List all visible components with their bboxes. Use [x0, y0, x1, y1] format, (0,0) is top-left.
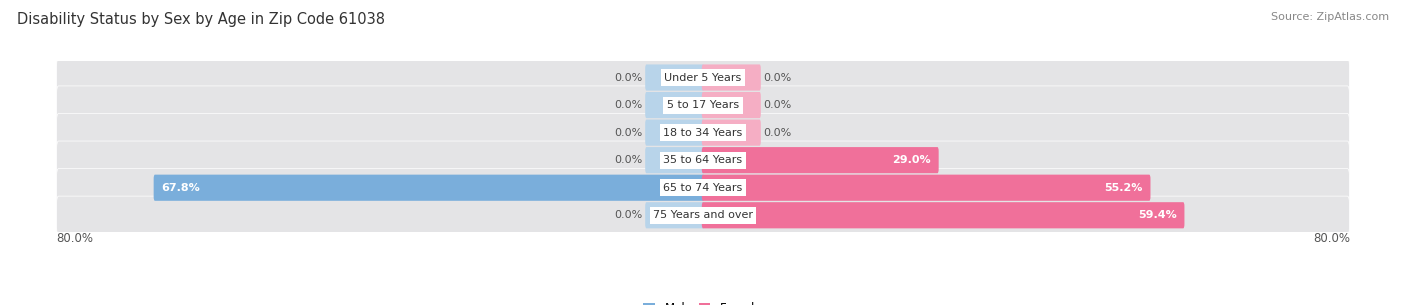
Text: 0.0%: 0.0% [763, 100, 792, 110]
Legend: Male, Female: Male, Female [644, 302, 762, 305]
Text: 80.0%: 80.0% [56, 232, 93, 245]
FancyBboxPatch shape [153, 175, 704, 201]
Text: 0.0%: 0.0% [614, 127, 643, 138]
Text: Disability Status by Sex by Age in Zip Code 61038: Disability Status by Sex by Age in Zip C… [17, 12, 385, 27]
FancyBboxPatch shape [56, 196, 1350, 235]
Text: 29.0%: 29.0% [893, 155, 931, 165]
Text: 5 to 17 Years: 5 to 17 Years [666, 100, 740, 110]
Text: 0.0%: 0.0% [614, 155, 643, 165]
FancyBboxPatch shape [56, 113, 1350, 152]
FancyBboxPatch shape [702, 147, 939, 173]
Text: 18 to 34 Years: 18 to 34 Years [664, 127, 742, 138]
FancyBboxPatch shape [56, 86, 1350, 124]
FancyBboxPatch shape [645, 202, 704, 228]
Text: 65 to 74 Years: 65 to 74 Years [664, 183, 742, 193]
Text: 59.4%: 59.4% [1137, 210, 1177, 220]
FancyBboxPatch shape [56, 169, 1350, 207]
FancyBboxPatch shape [702, 64, 761, 91]
Text: Under 5 Years: Under 5 Years [665, 73, 741, 83]
FancyBboxPatch shape [56, 141, 1350, 179]
FancyBboxPatch shape [645, 92, 704, 118]
Text: 75 Years and over: 75 Years and over [652, 210, 754, 220]
Text: 0.0%: 0.0% [763, 73, 792, 83]
Text: 0.0%: 0.0% [614, 100, 643, 110]
Text: 0.0%: 0.0% [614, 73, 643, 83]
FancyBboxPatch shape [645, 147, 704, 173]
Text: 35 to 64 Years: 35 to 64 Years [664, 155, 742, 165]
FancyBboxPatch shape [702, 202, 1184, 228]
Text: 0.0%: 0.0% [763, 127, 792, 138]
Text: 55.2%: 55.2% [1105, 183, 1143, 193]
FancyBboxPatch shape [645, 64, 704, 91]
FancyBboxPatch shape [56, 58, 1350, 97]
Text: 67.8%: 67.8% [162, 183, 200, 193]
FancyBboxPatch shape [645, 120, 704, 146]
FancyBboxPatch shape [702, 120, 761, 146]
Text: 80.0%: 80.0% [1313, 232, 1350, 245]
FancyBboxPatch shape [702, 92, 761, 118]
Text: Source: ZipAtlas.com: Source: ZipAtlas.com [1271, 12, 1389, 22]
Text: 0.0%: 0.0% [614, 210, 643, 220]
FancyBboxPatch shape [702, 175, 1150, 201]
